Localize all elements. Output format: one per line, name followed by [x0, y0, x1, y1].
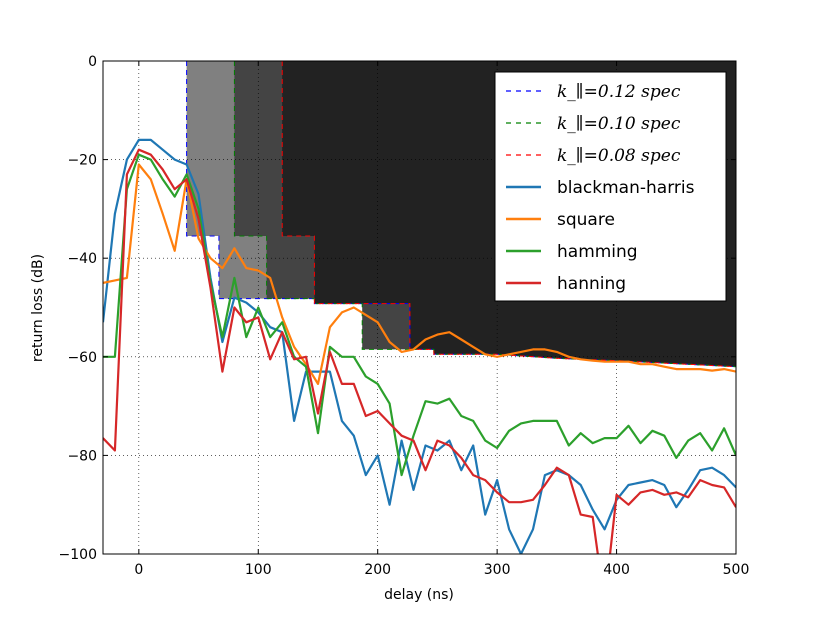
series-line-square — [103, 163, 736, 385]
legend: k_∥=0.12 spec k_∥=0.10 spec k_∥=0.08 spec b… — [494, 71, 727, 302]
x-tick-label-3: 300 — [484, 562, 511, 578]
legend-label-4: square — [557, 210, 615, 230]
legend-label-1: k_∥=0.10 spec — [557, 114, 681, 134]
legend-label-3: blackman-harris — [557, 178, 695, 198]
y-tick-label-0: 0 — [88, 54, 97, 70]
legend-label-0: k_∥=0.12 spec — [557, 82, 681, 102]
x-tick-label-4: 400 — [603, 562, 630, 578]
x-tick-label-5: 500 — [723, 562, 750, 578]
x-tick-label-2: 200 — [364, 562, 391, 578]
y-tick-label-4: −80 — [67, 448, 97, 464]
legend-label-2: k_∥=0.08 spec — [557, 146, 681, 166]
x-tick-label-0: 0 — [134, 562, 143, 578]
series-line-hanning — [103, 148, 736, 554]
y-axis: 0 −20 −40 −60 −80 −100 — [59, 54, 736, 563]
plot-frame — [102, 60, 737, 555]
legend-label-5: hamming — [557, 242, 638, 262]
x-tick-label-1: 100 — [245, 562, 272, 578]
legend-label-6: hanning — [557, 274, 626, 294]
x-axis: 0 100 200 300 400 500 — [134, 61, 749, 578]
y-tick-label-3: −60 — [67, 350, 97, 366]
y-tick-label-2: −40 — [67, 251, 97, 267]
spec-line-1 — [233, 61, 736, 368]
x-axis-label: delay (ns) — [384, 587, 454, 603]
y-tick-label-1: −20 — [67, 153, 97, 169]
series-lines — [103, 138, 736, 554]
spec-line-2 — [281, 61, 736, 368]
y-tick-label-5: −100 — [59, 547, 97, 563]
y-axis-label: return loss (dB) — [30, 254, 46, 362]
spec-lines — [186, 61, 736, 368]
